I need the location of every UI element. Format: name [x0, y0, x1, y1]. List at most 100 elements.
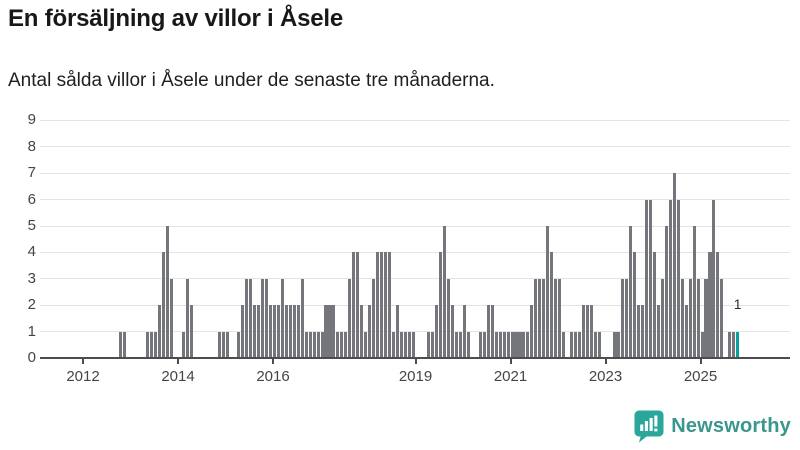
- bar: [276, 305, 281, 358]
- bar: [447, 278, 451, 358]
- bar: [534, 278, 538, 358]
- last-value-annotation: 1: [733, 296, 742, 312]
- bar: [336, 331, 340, 358]
- bar: [530, 305, 534, 358]
- x-axis-line: [40, 357, 790, 359]
- bar: [522, 331, 526, 358]
- newsworthy-logo: Newsworthy: [634, 410, 791, 443]
- bar: [185, 278, 189, 358]
- bar: [526, 331, 530, 358]
- bar: [411, 331, 415, 358]
- bar: [629, 226, 633, 358]
- bar: [284, 305, 288, 358]
- bar: [506, 331, 510, 358]
- bar: [656, 305, 661, 358]
- gridline: [40, 119, 790, 121]
- x-axis-tick: [177, 359, 179, 364]
- bar: [265, 278, 269, 358]
- bar: [664, 226, 668, 358]
- bar: [613, 331, 617, 358]
- bar: [589, 305, 593, 358]
- bar: [641, 305, 645, 358]
- bar: [633, 252, 637, 358]
- bar: [502, 331, 506, 358]
- bar: [403, 331, 407, 358]
- bar: [154, 331, 158, 358]
- bar: [732, 331, 736, 358]
- bar: [241, 305, 245, 358]
- bar: [245, 278, 249, 358]
- bar: [431, 331, 435, 358]
- bar: [146, 331, 150, 358]
- gridline: [40, 251, 790, 253]
- bar: [312, 331, 316, 358]
- gridline: [40, 172, 790, 174]
- bar: [435, 305, 439, 358]
- bar: [304, 331, 308, 358]
- bar: [649, 199, 653, 358]
- bar: [257, 305, 261, 358]
- bar: [344, 331, 348, 358]
- bar: [514, 331, 518, 358]
- bar: [360, 305, 364, 358]
- bar: [273, 305, 277, 358]
- bar: [316, 331, 320, 358]
- bar: [672, 173, 676, 358]
- chart-subtitle: Antal sålda villor i Åsele under de sena…: [8, 70, 495, 91]
- bar: [269, 305, 273, 358]
- bar: [225, 331, 229, 358]
- bar: [542, 278, 546, 358]
- bar: [478, 331, 482, 358]
- bar: [118, 331, 122, 358]
- bar: [518, 331, 522, 358]
- bar: [676, 199, 680, 358]
- bar: [498, 331, 502, 358]
- bar-highlighted: [736, 331, 740, 358]
- x-axis-tick-label: 2021: [493, 368, 528, 385]
- bar: [261, 278, 265, 358]
- bar: [668, 199, 672, 358]
- gridline: [40, 304, 790, 306]
- bar: [490, 305, 494, 358]
- bar: [692, 226, 696, 358]
- bar: [280, 278, 284, 358]
- bar: [166, 226, 170, 358]
- bar: [375, 252, 379, 358]
- bar: [320, 331, 324, 358]
- bar: [407, 331, 411, 358]
- x-axis-tick: [509, 359, 512, 364]
- x-axis-tick-label: 2023: [588, 368, 623, 385]
- bar: [249, 278, 253, 358]
- x-axis-tick-label: 2016: [256, 368, 290, 385]
- bar: [708, 252, 712, 358]
- bar: [538, 278, 542, 358]
- bar: [189, 305, 193, 358]
- x-axis-tick-label: 2014: [161, 368, 195, 385]
- bar: [395, 305, 399, 358]
- bar: [217, 331, 221, 358]
- bar: [379, 252, 383, 358]
- bar: [546, 226, 550, 358]
- bar: [340, 331, 344, 358]
- bar: [328, 305, 332, 358]
- bar: [486, 305, 490, 358]
- bar: [122, 331, 126, 358]
- bar: [383, 252, 387, 358]
- bar: [625, 278, 629, 358]
- bar: [427, 331, 431, 358]
- bar: [158, 305, 162, 358]
- bar: [617, 331, 621, 358]
- y-axis-tick-label: 5: [27, 217, 36, 234]
- bar: [439, 252, 443, 358]
- gridline: [40, 225, 790, 227]
- bar: [150, 331, 154, 358]
- bar: [688, 278, 692, 358]
- newsworthy-logo-text: Newsworthy: [671, 415, 791, 437]
- bar: [292, 305, 296, 358]
- bar: [558, 278, 562, 358]
- bar: [720, 278, 724, 358]
- x-axis-tick-label: 2019: [398, 368, 433, 385]
- gridline: [40, 146, 790, 148]
- bar: [162, 252, 166, 358]
- y-axis-tick-label: 6: [27, 190, 36, 208]
